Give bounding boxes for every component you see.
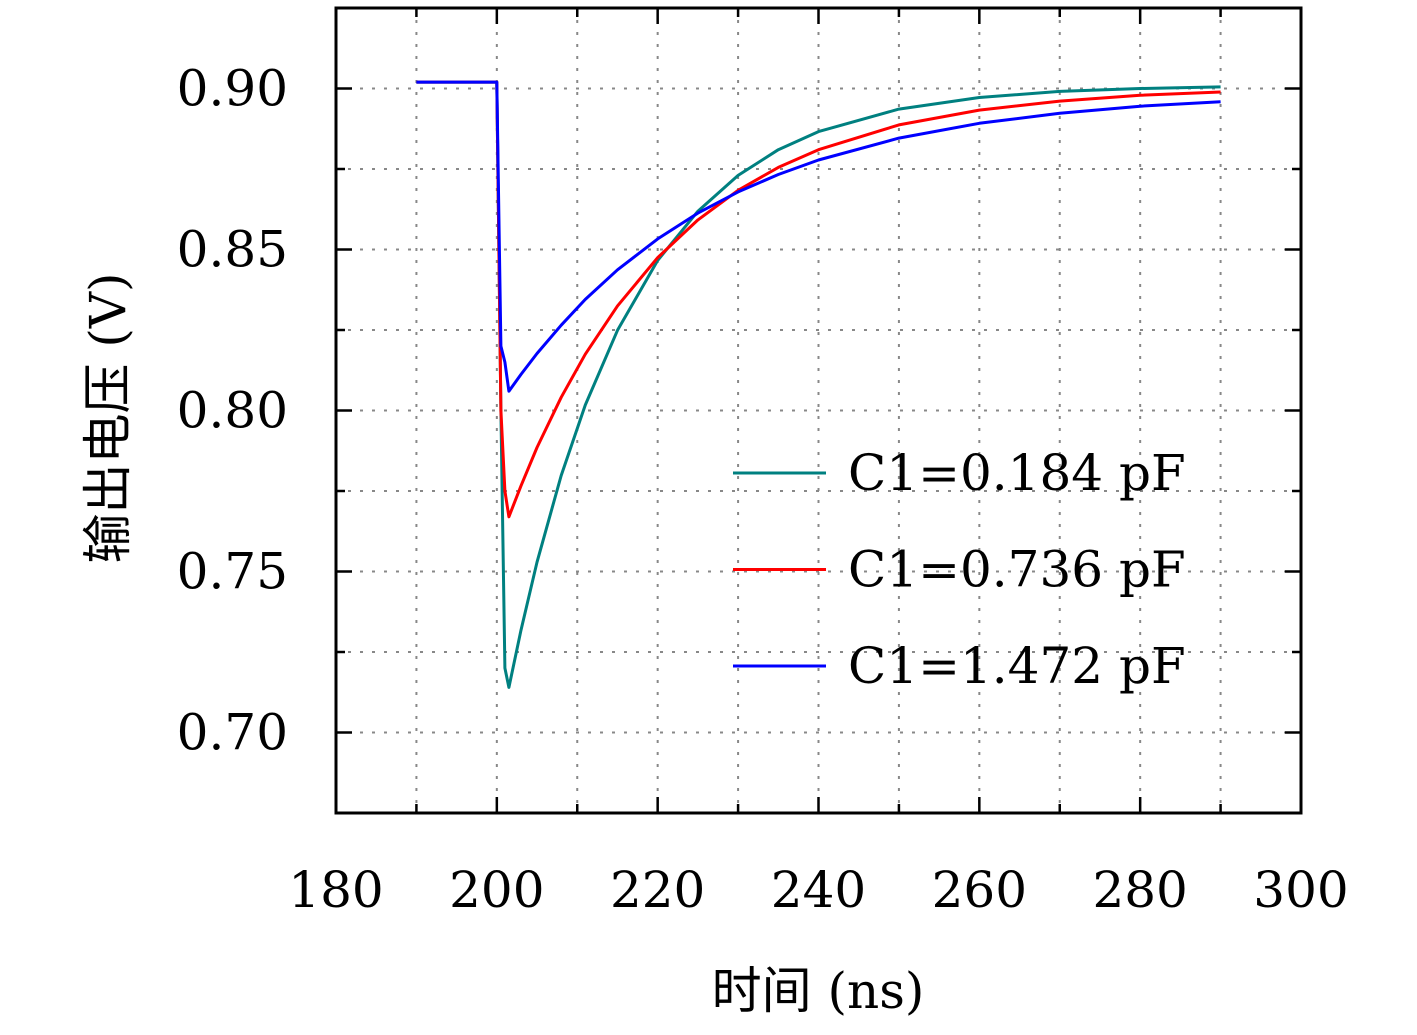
x-tick-label: 240 bbox=[771, 861, 866, 919]
x-tick-label: 180 bbox=[288, 861, 383, 919]
series-line-2 bbox=[416, 80, 1221, 519]
y-tick-label: 0.85 bbox=[177, 221, 288, 279]
ticks bbox=[336, 8, 1301, 813]
x-tick-label: 300 bbox=[1253, 861, 1348, 919]
x-tick-label: 220 bbox=[610, 861, 705, 919]
series-line-3 bbox=[416, 80, 1221, 393]
y-tick-label: 0.80 bbox=[177, 382, 288, 440]
grid bbox=[336, 8, 1301, 813]
x-tick-label: 280 bbox=[1092, 861, 1187, 919]
series-lines bbox=[416, 80, 1221, 689]
legend-label-1: C1=0.184 pF bbox=[848, 444, 1186, 502]
series-line-1 bbox=[416, 80, 1221, 689]
y-tick-label: 0.70 bbox=[177, 704, 288, 762]
x-axis-title: 时间 (ns) bbox=[712, 962, 925, 1020]
y-tick-labels: 0.70 0.75 0.80 0.85 0.90 bbox=[177, 60, 288, 762]
y-tick-label: 0.75 bbox=[177, 543, 288, 601]
y-tick-label: 0.90 bbox=[177, 60, 288, 118]
y-axis-title: 输出电压 (V) bbox=[79, 272, 137, 563]
legend-label-2: C1=0.736 pF bbox=[848, 541, 1186, 599]
legend-label-3: C1=1.472 pF bbox=[848, 637, 1186, 695]
x-tick-label: 260 bbox=[932, 861, 1027, 919]
x-tick-labels: 180 200 220 240 260 280 300 bbox=[288, 861, 1348, 919]
legend: C1=0.184 pF C1=0.736 pF C1=1.472 pF bbox=[733, 444, 1186, 695]
x-tick-label: 200 bbox=[449, 861, 544, 919]
